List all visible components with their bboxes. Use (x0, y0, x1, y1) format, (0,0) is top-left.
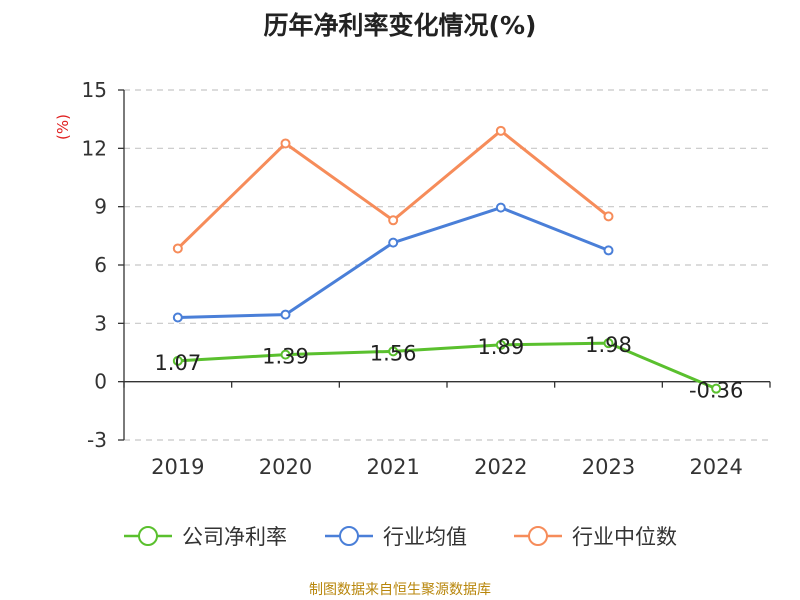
data-labels: 1.07 1.39 1.56 1.89 1.98 -0.36 (154, 333, 743, 403)
data-point (495, 202, 506, 213)
data-point (388, 346, 399, 357)
legend: 公司净利率 行业均值 行业中位数 (124, 525, 677, 549)
y-tick-label: 3 (94, 311, 107, 335)
data-label: -0.36 (689, 379, 743, 403)
series-lines (172, 125, 722, 394)
legend-label: 行业均值 (383, 525, 467, 549)
axes (118, 89, 771, 441)
data-point (495, 125, 506, 136)
y-tick-label: 9 (94, 195, 107, 219)
data-point (711, 383, 722, 394)
legend-label: 公司净利率 (182, 525, 287, 549)
source-note: 制图数据来自恒生聚源数据库 (309, 582, 491, 598)
data-point (280, 309, 291, 320)
data-label: 1.56 (370, 341, 417, 365)
series-1 (172, 338, 722, 394)
x-tick-label: 2020 (259, 455, 312, 479)
series-3 (172, 125, 614, 254)
data-point (172, 312, 183, 323)
legend-item: 行业均值 (325, 525, 467, 549)
chart-title: 历年净利率变化情况(%) (263, 11, 537, 40)
series-line (177, 341, 717, 391)
data-point (603, 338, 614, 349)
x-tick-label: 2019 (151, 455, 204, 479)
data-point (172, 355, 183, 366)
data-point (603, 245, 614, 256)
legend-marker (528, 526, 548, 546)
legend-item: 行业中位数 (514, 525, 677, 549)
data-label: 1.39 (262, 345, 309, 369)
y-axis-label: (%) (54, 114, 72, 140)
legend-marker (138, 526, 158, 546)
data-label: 1.07 (154, 351, 201, 375)
y-tick-label: 12 (82, 136, 107, 160)
data-point (603, 211, 614, 222)
data-point (280, 138, 291, 149)
data-point (388, 237, 399, 248)
legend-marker (339, 526, 359, 546)
y-tick-label: -3 (87, 428, 107, 452)
y-tick-label: 15 (82, 78, 107, 102)
y-tick-labels: -3 0 3 6 9 12 15 (82, 78, 107, 452)
data-point (388, 215, 399, 226)
data-label: 1.98 (585, 333, 632, 357)
data-label: 1.89 (477, 335, 524, 359)
x-tick-label: 2021 (366, 455, 419, 479)
x-tick-label: 2022 (474, 455, 527, 479)
data-point (495, 339, 506, 350)
x-tick-label: 2024 (689, 455, 742, 479)
legend-item: 公司净利率 (124, 525, 287, 549)
grid-lines (124, 89, 770, 441)
legend-label: 行业中位数 (572, 525, 677, 549)
x-tick-labels: 2019 2020 2021 2022 2023 2024 (151, 455, 743, 479)
x-tick-label: 2023 (582, 455, 635, 479)
y-tick-label: 6 (94, 253, 107, 277)
data-point (280, 349, 291, 360)
y-tick-label: 0 (94, 370, 107, 394)
data-point (172, 243, 183, 254)
series-2 (172, 202, 614, 323)
